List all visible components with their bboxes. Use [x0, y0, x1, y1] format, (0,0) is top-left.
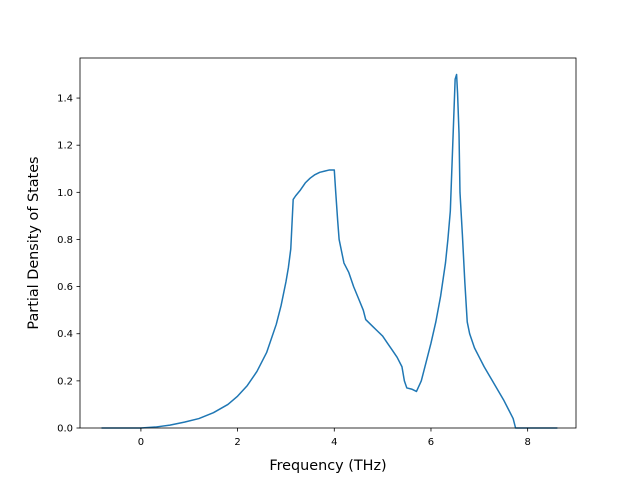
y-axis-label: Partial Density of States [26, 156, 42, 329]
y-ticks: 0.0 0.2 0.4 0.6 0.8 1.0 1.2 1.4 [57, 94, 80, 435]
x-tick-label: 8 [524, 437, 530, 448]
y-tick-label: 1.2 [57, 141, 73, 152]
series-layer [101, 73, 558, 429]
y-tick-label: 0.2 [57, 376, 73, 387]
x-tick-label: 6 [428, 437, 434, 448]
y-tick-label: 0.6 [57, 282, 73, 293]
y-tick-label: 0.4 [57, 329, 73, 340]
plot-area [80, 58, 576, 428]
y-tick-label: 1.0 [57, 188, 73, 199]
x-axis-label: Frequency (THz) [269, 458, 386, 474]
y-tick-label: 0.0 [57, 424, 73, 435]
y-tick-label: 1.4 [57, 94, 73, 105]
x-ticks: 0 2 4 6 8 [138, 428, 531, 448]
y-tick-label: 0.8 [57, 235, 73, 246]
axes-frame [79, 57, 577, 429]
x-tick-label: 2 [234, 437, 240, 448]
series-line-0 [101, 73, 558, 429]
x-tick-label: 4 [331, 437, 337, 448]
x-tick-label: 0 [138, 437, 144, 448]
